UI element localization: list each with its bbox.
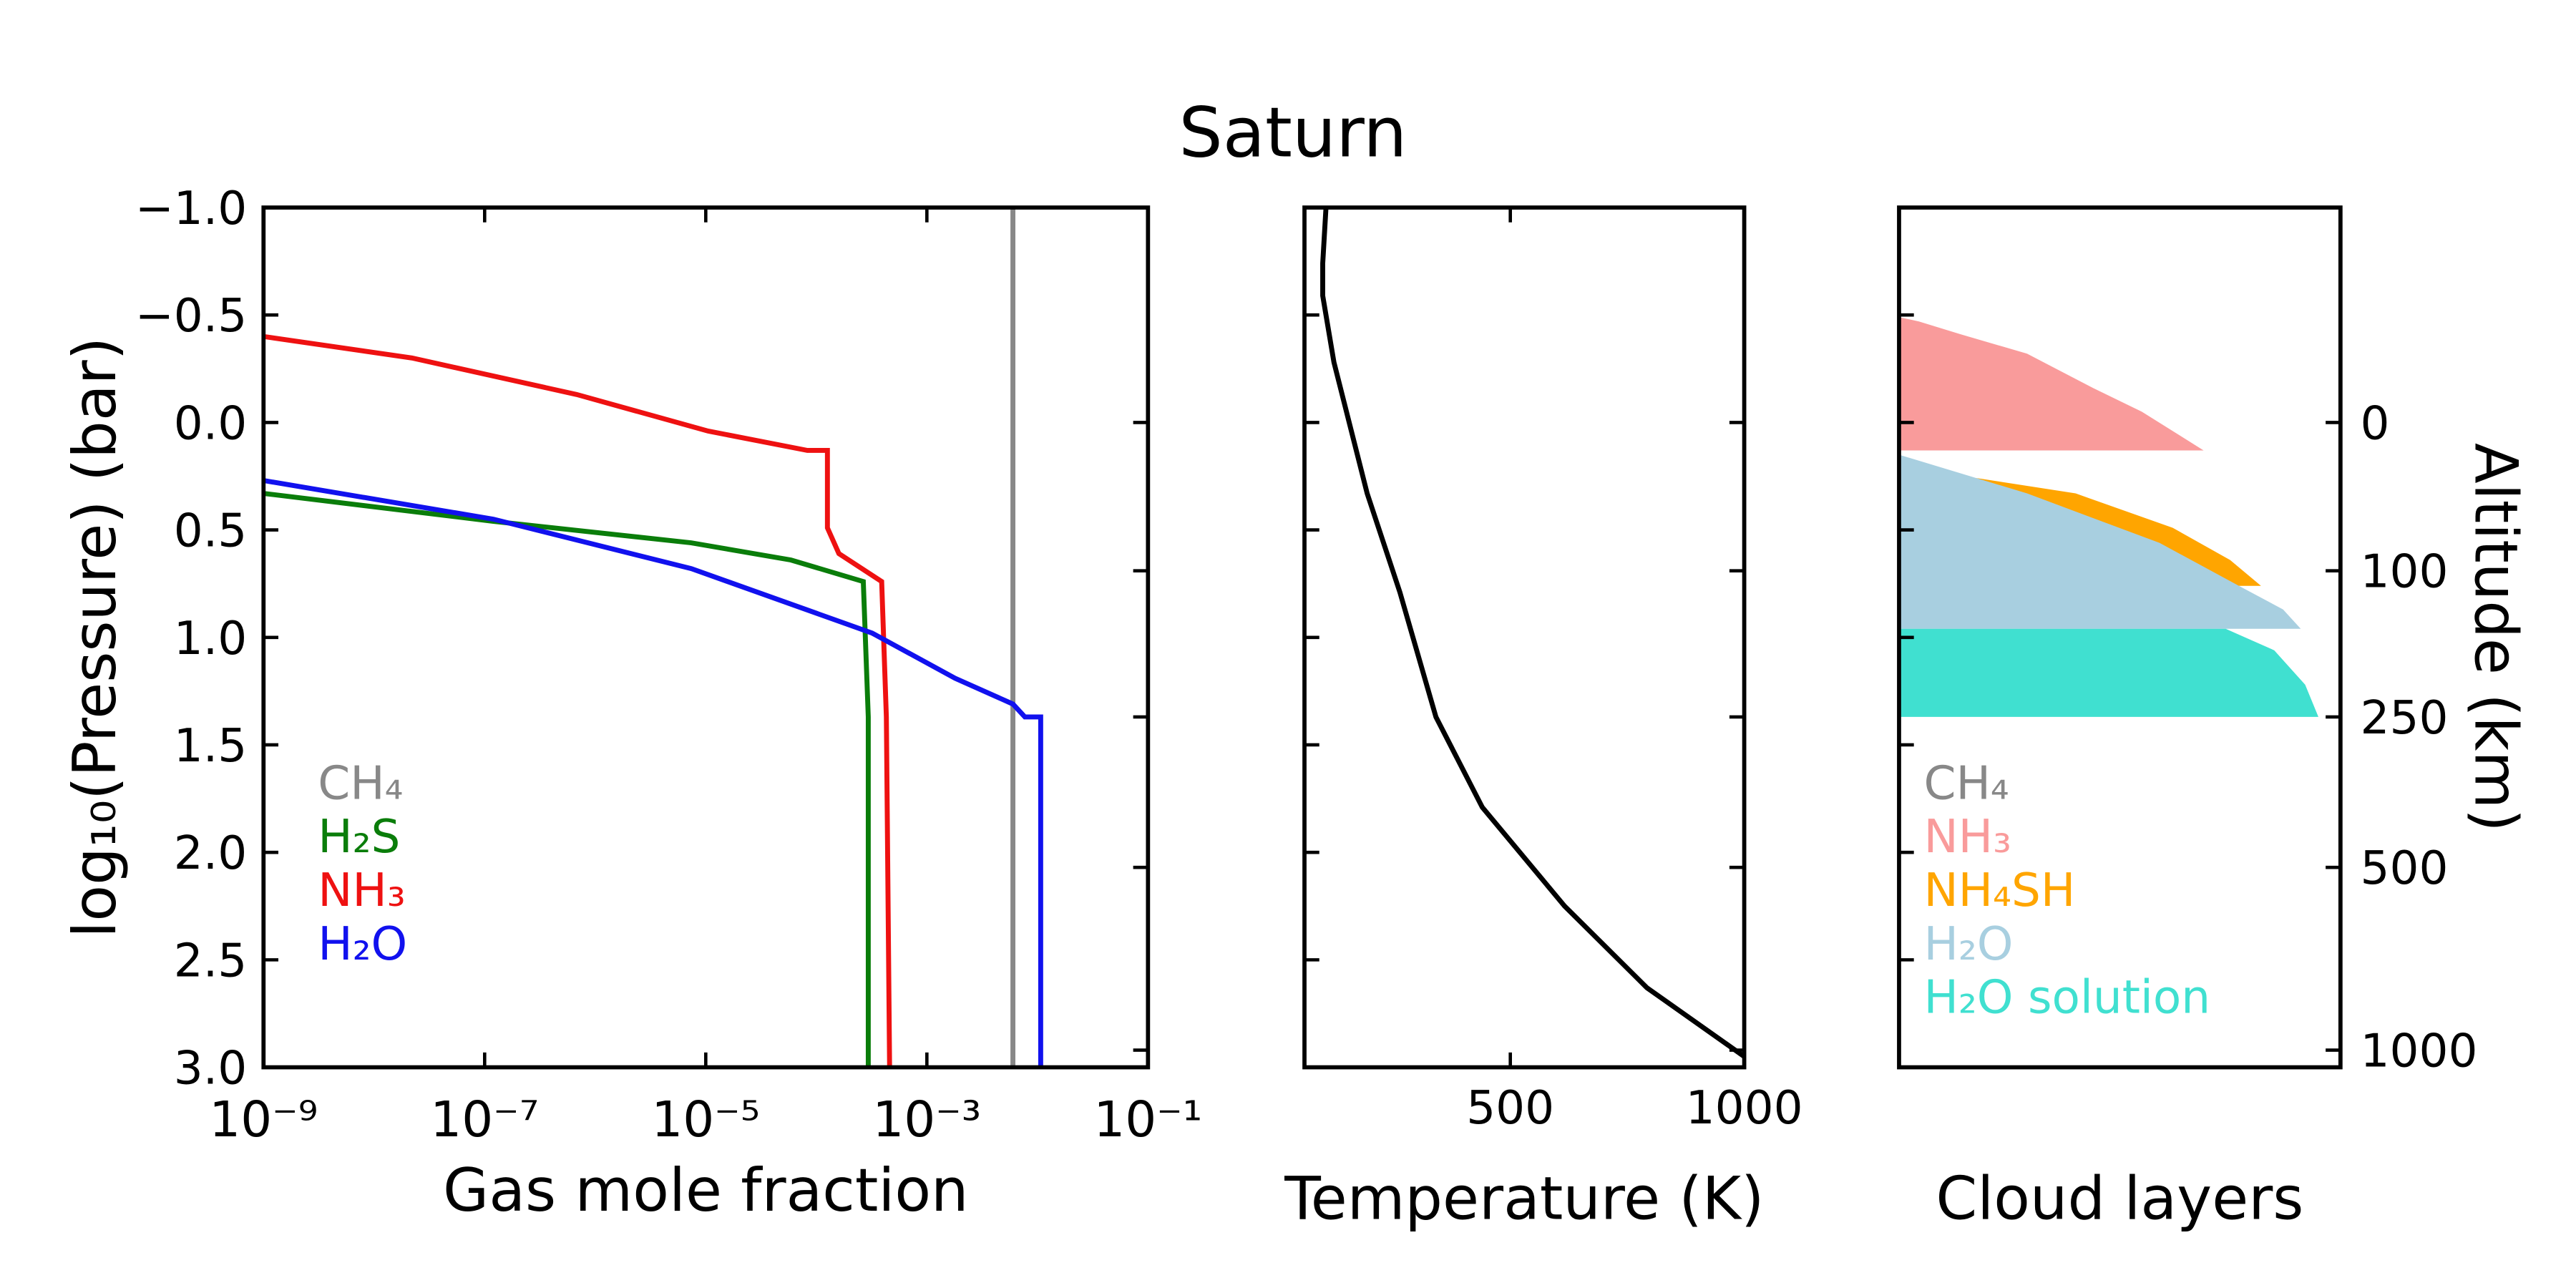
y2-tick-label: 250 [2360, 691, 2448, 745]
legend-entry: NH₄SH [1923, 864, 2075, 917]
y-tick-label: 2.5 [174, 934, 247, 987]
y-tick-label: 0.5 [174, 504, 247, 558]
x-tick-label: 10⁻¹ [1093, 1091, 1202, 1148]
cloud-layer [1898, 317, 2204, 451]
line [263, 478, 1043, 1068]
y-tick-label: 2.0 [174, 826, 247, 880]
x-axis-label: Temperature (K) [1284, 1163, 1764, 1233]
x-tick-label: 10⁻⁷ [430, 1091, 539, 1148]
y-axis-label: log₁₀(Pressure) (bar) [60, 337, 130, 938]
figure-title: Saturn [1179, 92, 1407, 173]
legend-entry: H₂O [1923, 917, 2013, 971]
x-tick-label: 1000 [1686, 1081, 1803, 1135]
legend-entry: CH₄ [1923, 756, 2009, 810]
y-tick-label: 1.0 [174, 612, 247, 665]
y2-tick-label: 0 [2360, 396, 2389, 450]
legend-entry: NH₃ [318, 864, 405, 917]
legend-entry: H₂O [318, 917, 407, 971]
y2-tick-label: 500 [2360, 841, 2448, 895]
y-tick-label: 3.0 [174, 1042, 247, 1096]
x-tick-label: 10⁻³ [872, 1091, 981, 1148]
y-tick-label: −1.0 [135, 182, 247, 235]
y2-tick-label: 100 [2360, 545, 2448, 599]
x-tick-label: 500 [1466, 1081, 1554, 1135]
line [1320, 207, 1746, 1059]
y-tick-label: 0.0 [174, 396, 247, 450]
y-tick-label: 1.5 [174, 719, 247, 773]
legend-entry: H₂O solution [1923, 971, 2210, 1025]
x-axis-label: Gas mole fraction [443, 1156, 969, 1225]
x-tick-label: 10⁻⁵ [651, 1091, 760, 1148]
legend-entry: NH₃ [1923, 810, 2011, 864]
cloud-layer [1898, 454, 2301, 629]
y2-axis-label: Altitude (km) [2462, 443, 2531, 831]
x-tick-label: 10⁻⁹ [209, 1091, 318, 1148]
cloud-layer [1898, 628, 2318, 717]
legend-entry: CH₄ [318, 756, 403, 810]
legend-entry: H₂S [318, 810, 400, 864]
y-tick-label: −0.5 [135, 289, 247, 343]
x-axis-label: Cloud layers [1936, 1163, 2303, 1233]
line [263, 333, 892, 1068]
y2-tick-label: 1000 [2360, 1025, 2477, 1078]
